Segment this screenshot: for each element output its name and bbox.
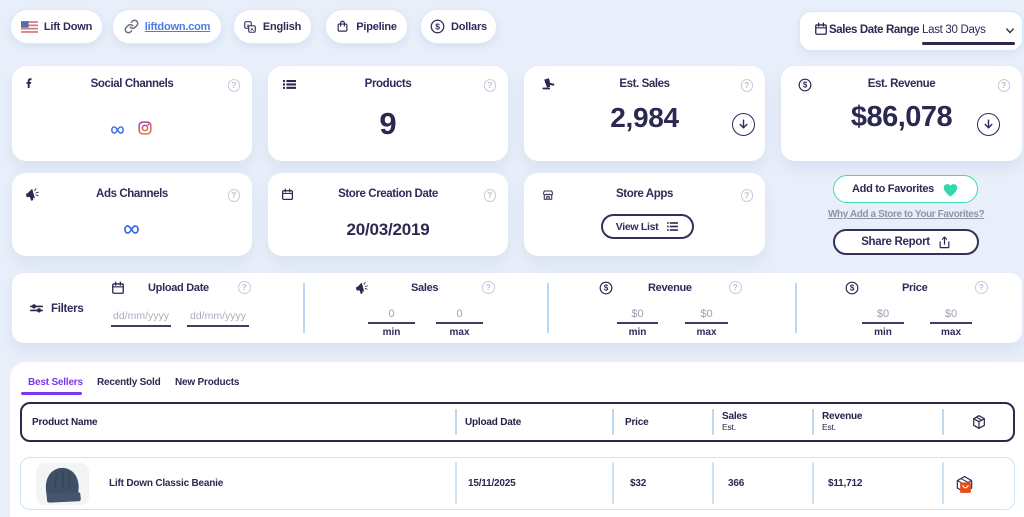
svg-text:$: $: [803, 81, 808, 90]
svg-text:A: A: [250, 27, 254, 33]
svg-text:$: $: [604, 284, 609, 293]
svg-text:$: $: [435, 21, 440, 31]
svg-text:$: $: [850, 284, 855, 293]
